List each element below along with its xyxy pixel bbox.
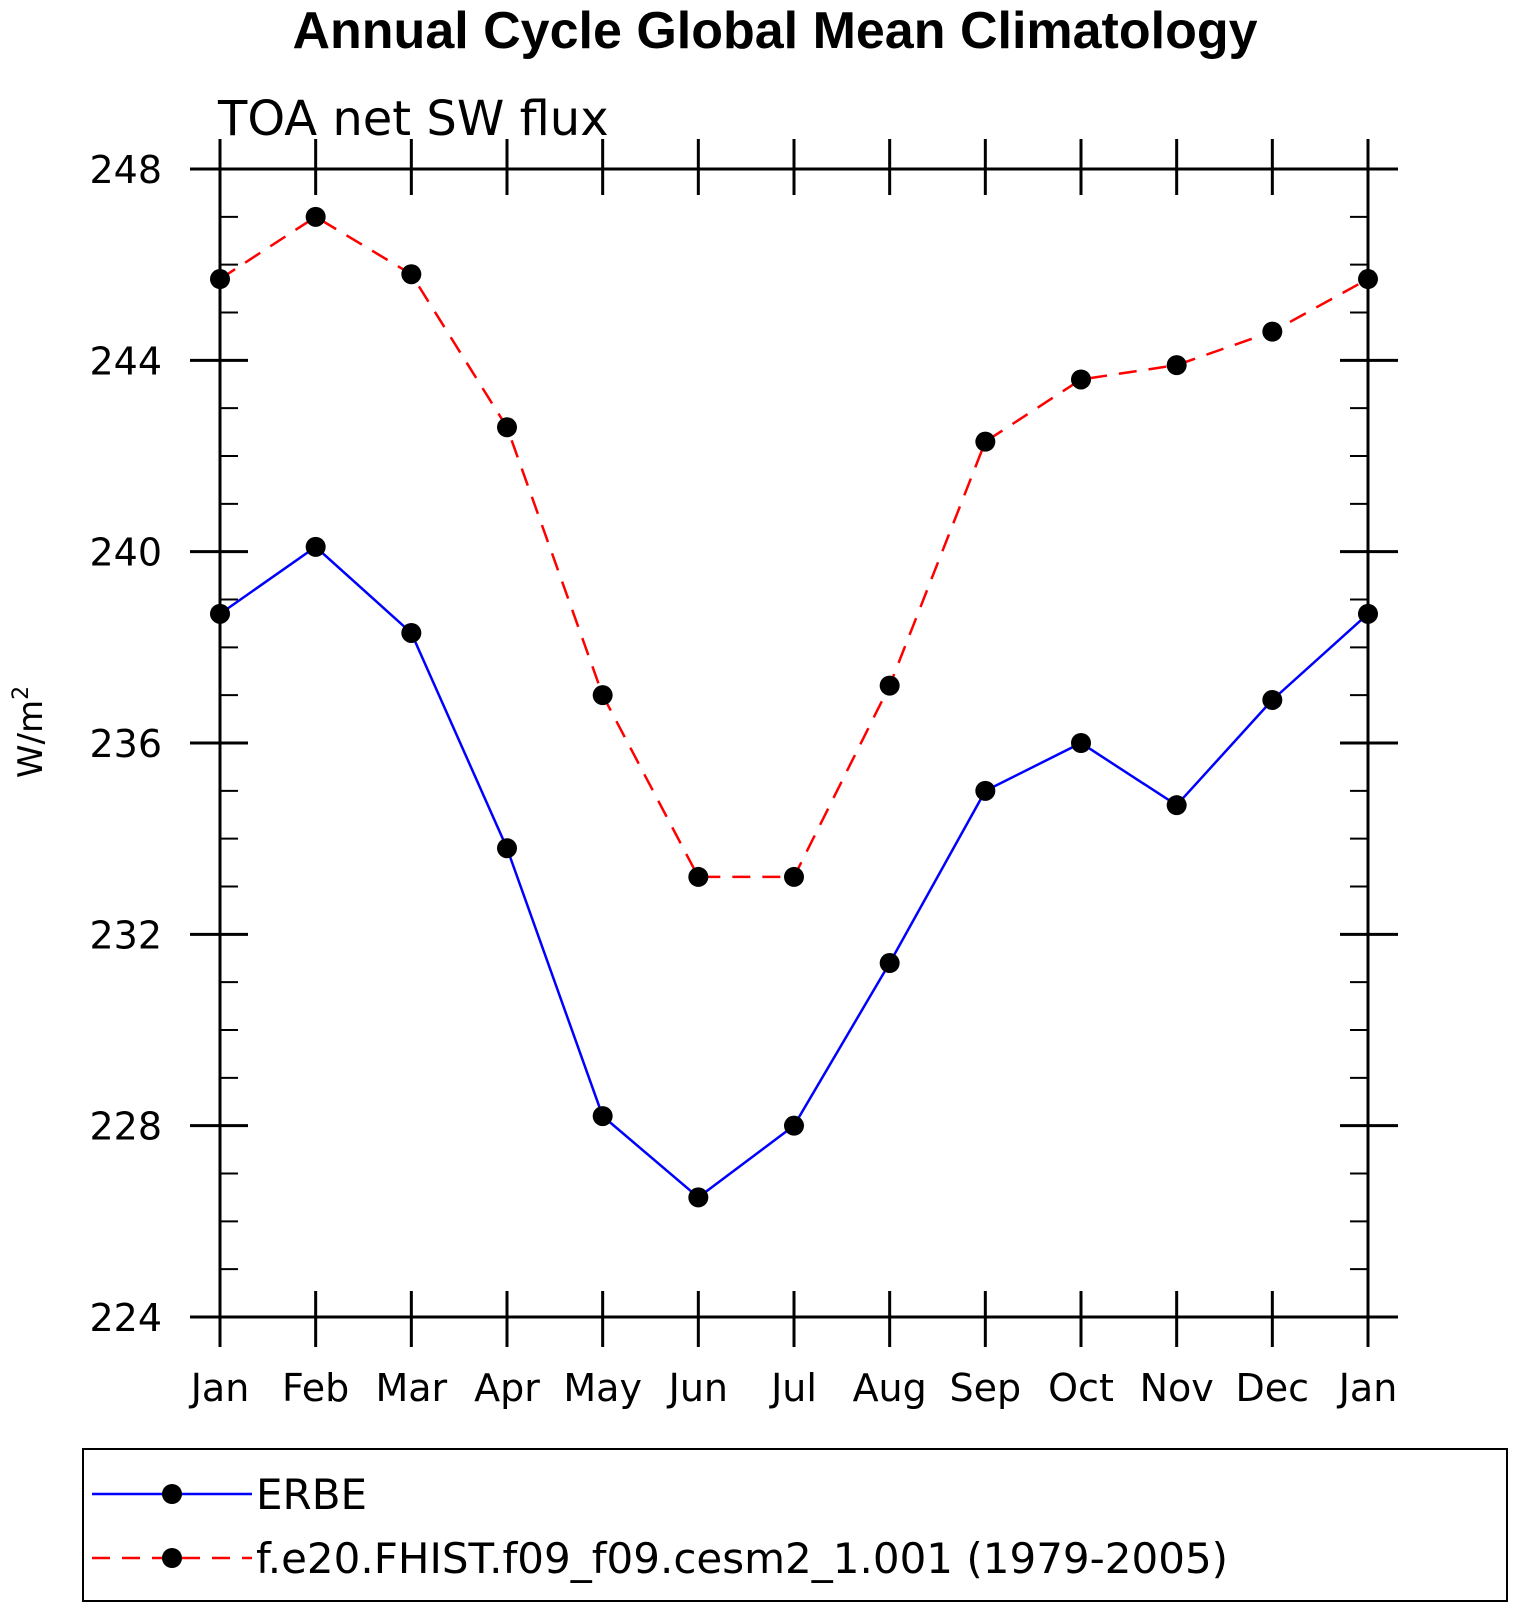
data-point [1358,603,1378,624]
data-point [1166,795,1187,816]
data-point [401,622,422,643]
x-tick-label: Nov [1140,1366,1214,1410]
series-1 [210,536,1378,1208]
data-point [1262,321,1283,342]
x-tick-label: Feb [282,1366,349,1410]
legend-item: ERBE [92,1470,367,1519]
data-point [210,269,230,290]
legend-label: ERBE [256,1470,367,1519]
legend-marker [162,1484,182,1504]
data-point [975,780,996,801]
x-tick-label: Apr [474,1366,540,1410]
data-point [784,1115,804,1136]
x-tick-label: Aug [853,1366,927,1410]
axis-ticks [190,139,1398,1347]
data-point [879,953,900,974]
legend-item: f.e20.FHIST.f09_f09.cesm2_1.001 (1979-20… [92,1534,1228,1583]
data-point [210,603,230,624]
data-point [879,675,900,696]
data-point [688,866,709,887]
legend-marker [162,1548,182,1568]
series-2 [210,206,1378,887]
data-point [1071,369,1091,390]
data-point [975,431,996,452]
x-tick-label: Jan [189,1366,250,1410]
x-tick-label: Mar [375,1366,447,1410]
y-tick-label: 244 [89,339,162,383]
plot-frame [218,167,1370,1319]
data-point [784,866,804,887]
data-point [497,417,517,438]
data-point [1358,269,1378,290]
x-tick-label: Dec [1236,1366,1310,1410]
x-tick-label: May [563,1366,642,1410]
data-point [592,685,613,706]
x-tick-label: Sep [950,1366,1022,1410]
y-tick-labels: 224 228 232 236 240 244 248 [89,148,162,1340]
y-tick-label: 248 [89,148,162,192]
series-layer [210,206,1378,1208]
y-tick-label: 228 [89,1105,162,1149]
chart-subtitle: TOA net SW flux [217,91,609,147]
data-point [497,838,517,859]
x-tick-labels: Jan Feb Mar Apr May Jun Jul Aug Sep Oct Nov Dec Jan [189,1366,1398,1410]
svg-text:W/m2: W/m2 [9,686,51,778]
y-tick-label: 236 [89,722,162,766]
y-tick-label: 240 [89,531,162,575]
y-axis-label-superscript: 2 [9,686,34,700]
data-point [592,1106,613,1127]
legend-label: f.e20.FHIST.f09_f09.cesm2_1.001 (1979-20… [256,1534,1228,1583]
y-tick-label: 224 [89,1296,162,1340]
legend: ERBE f.e20.FHIST.f09_f09.cesm2_1.001 (197… [92,1470,1228,1583]
y-axis-label-text: W/m [11,700,51,778]
data-point [1071,733,1091,753]
data-point [688,1187,709,1208]
data-point [1166,355,1187,376]
x-tick-label: Jun [667,1366,728,1410]
data-point [401,264,422,285]
data-point [305,536,326,557]
x-tick-label: Jul [769,1366,817,1410]
y-axis-label: W/m2 [9,686,51,778]
data-point [305,206,326,227]
chart-title: Annual Cycle Global Mean Climatology [292,2,1257,60]
series-line [219,215,1369,879]
legend-box [82,1448,1508,1602]
x-tick-label: Oct [1048,1366,1114,1410]
y-tick-label: 232 [89,913,162,957]
x-tick-label: Jan [1337,1366,1398,1410]
data-point [1262,689,1283,710]
